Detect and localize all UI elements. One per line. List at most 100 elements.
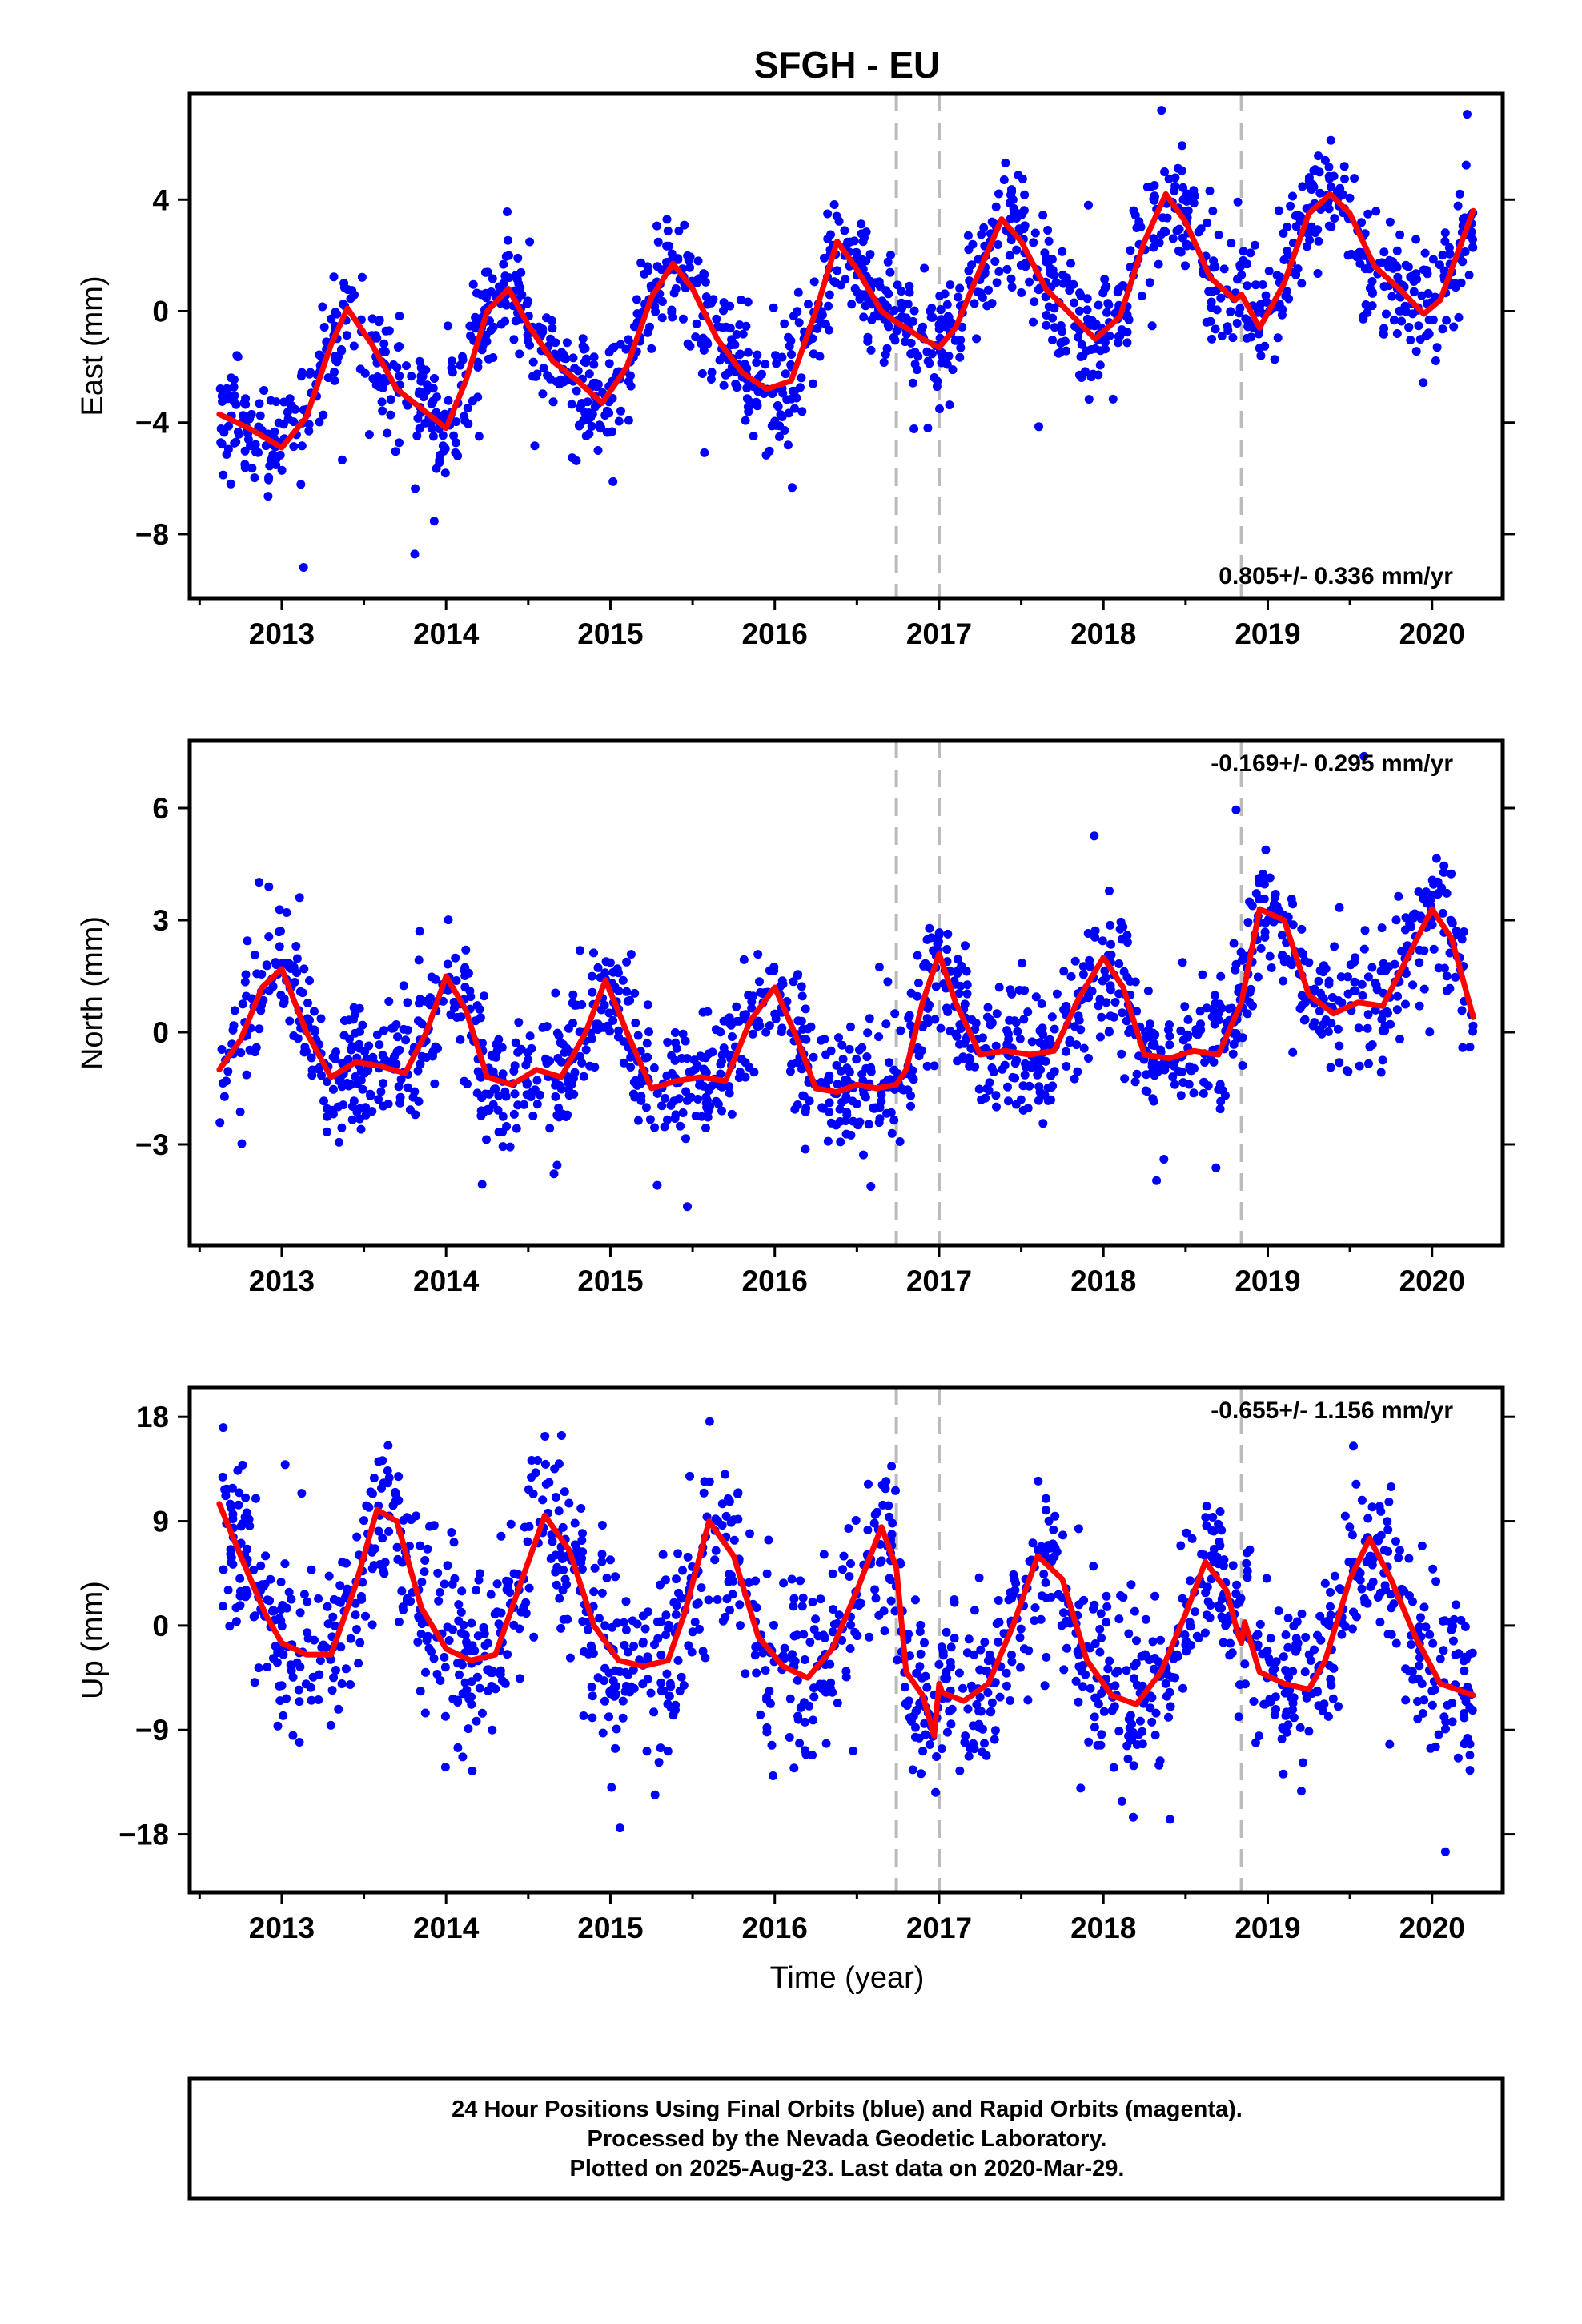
east-point: [935, 292, 945, 300]
up-point: [687, 1647, 697, 1657]
up-point: [577, 1536, 587, 1545]
up-point: [391, 1490, 400, 1499]
north-point: [618, 975, 628, 985]
east-point: [379, 339, 389, 348]
north-point: [414, 1096, 424, 1106]
up-point: [1417, 1541, 1427, 1550]
east-point: [958, 322, 967, 332]
east-point: [229, 382, 239, 392]
north-point: [1231, 805, 1241, 814]
east-point: [410, 549, 420, 559]
north-point: [1363, 1010, 1373, 1019]
east-point: [706, 375, 716, 384]
up-point: [1135, 1716, 1145, 1726]
up-point: [287, 1594, 296, 1604]
up-point: [1037, 1542, 1046, 1551]
north-point: [922, 1061, 932, 1071]
up-point: [467, 1677, 476, 1687]
east-point: [1440, 236, 1450, 246]
east-point: [1286, 201, 1295, 211]
east-point: [577, 399, 587, 408]
north-point: [1159, 1155, 1169, 1164]
east-point: [1233, 197, 1243, 207]
east-point: [863, 336, 873, 346]
north-point: [532, 1100, 542, 1109]
east-point: [712, 314, 721, 324]
north-point: [568, 999, 577, 1007]
up-point: [1271, 1657, 1281, 1667]
east-point: [809, 349, 818, 359]
east-point: [1219, 264, 1229, 274]
north-point: [985, 1078, 994, 1088]
up-point: [762, 1727, 772, 1737]
north-point: [525, 1031, 535, 1041]
east-point: [392, 363, 402, 372]
up-point: [1234, 1712, 1243, 1722]
north-point: [364, 1041, 374, 1051]
east-point: [653, 237, 663, 247]
up-point: [560, 1487, 569, 1497]
up-point: [980, 1739, 989, 1748]
north-point: [358, 1084, 367, 1094]
east-point: [386, 410, 396, 420]
up-point: [503, 1650, 512, 1659]
up-point: [619, 1618, 628, 1627]
east-point: [770, 416, 780, 426]
east-point: [813, 324, 822, 333]
up-point: [241, 1493, 251, 1502]
up-point: [756, 1710, 765, 1719]
north-point: [1429, 944, 1439, 954]
up-point: [1006, 1696, 1015, 1705]
up-point: [685, 1471, 694, 1481]
east-point: [1444, 243, 1454, 252]
up-point: [256, 1561, 266, 1570]
up-point: [638, 1611, 648, 1621]
north-point: [1025, 1081, 1034, 1091]
up-point: [1283, 1642, 1293, 1652]
east-point: [683, 339, 693, 348]
east-point: [349, 341, 359, 351]
north-point: [1176, 1091, 1186, 1100]
up-point: [1042, 1494, 1050, 1503]
east-point: [922, 347, 932, 356]
east-point: [745, 402, 754, 412]
up-point: [817, 1684, 827, 1693]
north-point: [1062, 1062, 1071, 1071]
east-point: [435, 458, 444, 468]
north-point: [631, 1018, 640, 1027]
north-point: [1070, 956, 1080, 966]
north-point: [1184, 1080, 1194, 1089]
north-point: [443, 959, 452, 969]
east-point: [1431, 356, 1440, 365]
up-point: [1209, 1526, 1219, 1536]
up-point: [1086, 1683, 1095, 1693]
north-point: [652, 1088, 662, 1098]
north-point: [1010, 1016, 1019, 1026]
north-point: [1259, 870, 1267, 879]
east-point: [330, 368, 339, 377]
north-point: [1050, 1024, 1059, 1034]
north-point: [1434, 888, 1443, 898]
up-point: [1040, 1681, 1050, 1691]
up-point: [1357, 1584, 1367, 1594]
up-point: [885, 1512, 894, 1522]
up-point: [421, 1667, 430, 1677]
north-point: [1255, 878, 1263, 887]
up-point: [683, 1552, 693, 1562]
north-point: [1379, 959, 1388, 968]
north-point: [848, 1096, 857, 1106]
north-point: [1215, 999, 1224, 1009]
east-point: [364, 430, 374, 440]
up-point: [661, 1630, 670, 1640]
up-point: [793, 1675, 802, 1685]
north-point: [514, 1018, 524, 1027]
north-point: [662, 1071, 672, 1080]
north-point: [1363, 1023, 1372, 1033]
up-point: [994, 1637, 1003, 1647]
north-point: [579, 1072, 588, 1081]
east-point: [724, 368, 733, 378]
north-point: [914, 979, 923, 987]
east-point: [1367, 288, 1377, 298]
up-point: [310, 1635, 319, 1645]
north-point: [845, 1044, 854, 1054]
